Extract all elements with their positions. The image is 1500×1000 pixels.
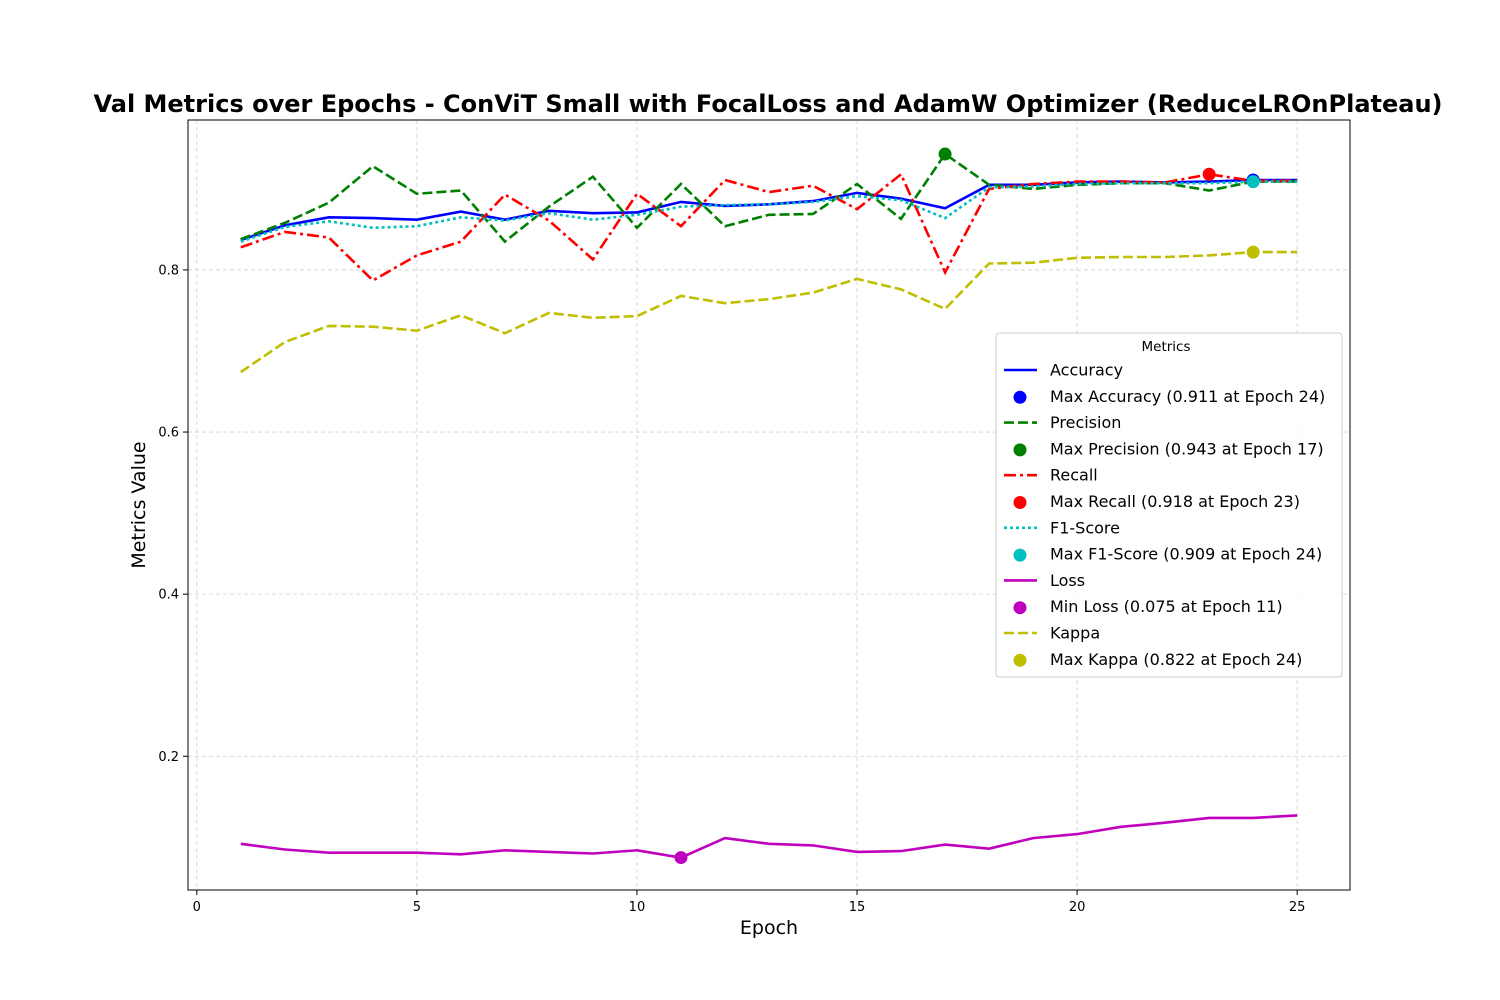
legend-marker-swatch [1013, 653, 1027, 667]
legend-label: Precision [1050, 413, 1121, 432]
series-line-precision [240, 152, 1298, 244]
legend-label: F1-Score [1050, 518, 1120, 537]
plot-frame [187, 119, 1351, 891]
extreme-marker [1246, 175, 1260, 189]
legend-label: Max Precision (0.943 at Epoch 17) [1050, 439, 1324, 458]
legend-marker-swatch [1013, 601, 1027, 615]
extreme-marker [1246, 245, 1260, 259]
y-tick-label: 0.6 [158, 426, 179, 441]
x-tick-label: 5 [413, 900, 421, 915]
x-tick-label: 25 [1289, 900, 1306, 915]
legend-marker-swatch [1013, 390, 1027, 404]
series-line-kappa [240, 250, 1298, 374]
legend-box [995, 332, 1343, 678]
legend-label: Recall [1050, 466, 1098, 485]
axes: 0 5 10 15 20 25 0.2 0.4 0.6 0.8 [158, 263, 1305, 915]
legend-label: Max Recall (0.918 at Epoch 23) [1050, 492, 1300, 511]
legend: Metrics Accuracy Max Accuracy (0.911 at Ep… [995, 332, 1343, 678]
chart-title: Val Metrics over Epochs - ConViT Small w… [93, 90, 1442, 118]
series-line-loss [240, 814, 1298, 859]
legend-label: Max Accuracy (0.911 at Epoch 24) [1050, 387, 1325, 406]
legend-label: Kappa [1050, 624, 1100, 643]
legend-title: Metrics [1141, 339, 1190, 355]
y-axis-label: Metrics Value [128, 441, 150, 568]
x-tick-label: 10 [629, 900, 646, 915]
extreme-marker [938, 147, 952, 161]
plot-area [240, 147, 1298, 865]
legend-label: Accuracy [1050, 361, 1123, 380]
legend-marker-swatch [1013, 443, 1027, 457]
legend-marker-swatch [1013, 548, 1027, 562]
series-line-recall [240, 172, 1298, 283]
x-tick-label: 0 [193, 900, 201, 915]
extreme-marker [1202, 167, 1216, 181]
series-line-f1-score [240, 180, 1298, 243]
y-tick-label: 0.8 [158, 263, 179, 278]
extreme-marker [674, 851, 688, 865]
legend-marker-swatch [1013, 496, 1027, 509]
x-tick-label: 15 [849, 900, 866, 915]
y-tick-label: 0.4 [158, 588, 179, 603]
legend-label: Loss [1050, 571, 1085, 590]
legend-label: Min Loss (0.075 at Epoch 11) [1050, 597, 1283, 616]
legend-label: Max F1-Score (0.909 at Epoch 24) [1050, 545, 1322, 564]
series-line-accuracy [240, 178, 1298, 242]
legend-label: Max Kappa (0.822 at Epoch 24) [1050, 650, 1302, 669]
x-tick-label: 20 [1069, 900, 1086, 915]
y-tick-label: 0.2 [158, 750, 179, 765]
x-axis-label: Epoch [740, 917, 798, 939]
